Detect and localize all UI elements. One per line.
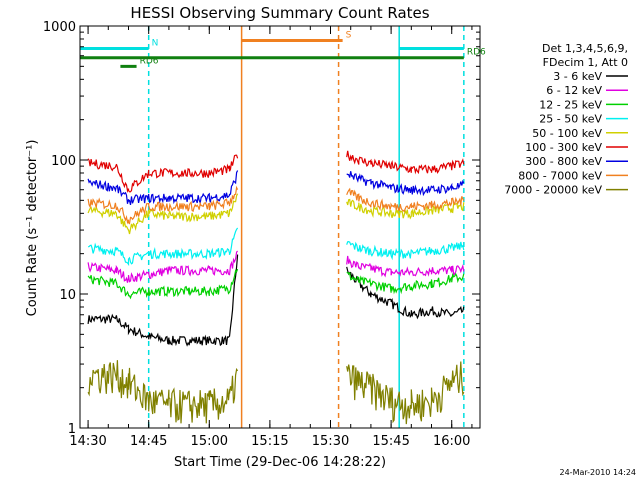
y-tick-label: 10 bbox=[59, 288, 76, 303]
flag-label: RD6 bbox=[467, 48, 486, 58]
legend-label: 3 - 6 keV bbox=[553, 70, 602, 83]
series-line bbox=[346, 150, 465, 175]
x-tick-label: 15:30 bbox=[312, 434, 349, 449]
series-line bbox=[87, 254, 239, 347]
x-tick-label: 14:45 bbox=[130, 434, 167, 449]
x-tick-label: 15:00 bbox=[191, 434, 228, 449]
legend-label: 100 - 300 keV bbox=[525, 141, 602, 154]
legend: Det 1,3,4,5,6,9, FDecim 1, Att 0 3 - 6 k… bbox=[504, 42, 628, 197]
legend-label: 800 - 7000 keV bbox=[518, 169, 602, 182]
plot-frame bbox=[79, 25, 481, 429]
y-axis: 1 10 100 1000 bbox=[43, 20, 480, 437]
series-line bbox=[87, 193, 239, 235]
legend-label: 12 - 25 keV bbox=[539, 98, 602, 111]
flag-label: RD6 bbox=[140, 56, 159, 66]
x-tick-label: 16:00 bbox=[433, 434, 470, 449]
y-tick-label: 100 bbox=[51, 154, 76, 169]
series-line bbox=[87, 170, 239, 206]
flag-label: S bbox=[346, 30, 352, 40]
flag-label: N bbox=[152, 38, 159, 48]
legend-header-line-2: FDecim 1, Att 0 bbox=[543, 56, 628, 69]
series-line bbox=[346, 240, 465, 261]
series-line bbox=[87, 185, 239, 225]
x-axis: 14:30 14:45 15:00 15:15 15:30 15:45 16:00 bbox=[69, 26, 473, 449]
series-line bbox=[87, 250, 239, 283]
series-line bbox=[346, 198, 465, 220]
series-line bbox=[87, 360, 239, 424]
plot-area: N S RD6 RD6 bbox=[80, 26, 486, 428]
y-tick-label: 1000 bbox=[43, 20, 76, 35]
x-tick-label: 15:45 bbox=[372, 434, 409, 449]
series-line bbox=[346, 361, 465, 425]
series-line bbox=[87, 268, 239, 300]
series-line bbox=[87, 227, 239, 267]
series-line bbox=[346, 271, 465, 295]
y-tick-label: 1 bbox=[68, 422, 76, 437]
y-axis-label: Count Rate (s⁻¹ detector⁻¹) bbox=[25, 140, 40, 317]
legend-label: 300 - 800 keV bbox=[525, 155, 602, 168]
series-line bbox=[346, 266, 465, 320]
series-line bbox=[346, 171, 465, 197]
series-line bbox=[87, 154, 239, 193]
x-tick-label: 15:15 bbox=[251, 434, 288, 449]
legend-label: 50 - 100 keV bbox=[532, 127, 602, 140]
series-line bbox=[346, 255, 465, 278]
series-line bbox=[346, 187, 465, 213]
footer-timestamp: 24-Mar-2010 14:24 bbox=[560, 468, 637, 477]
legend-label: 6 - 12 keV bbox=[546, 84, 602, 97]
legend-header-line-1: Det 1,3,4,5,6,9, bbox=[542, 42, 628, 55]
legend-label: 25 - 50 keV bbox=[539, 113, 602, 126]
x-tick-label: 14:30 bbox=[69, 434, 106, 449]
x-axis-label: Start Time (29-Dec-06 14:28:22) bbox=[174, 455, 386, 470]
legend-label: 7000 - 20000 keV bbox=[504, 184, 602, 197]
chart-title: HESSI Observing Summary Count Rates bbox=[130, 4, 429, 22]
